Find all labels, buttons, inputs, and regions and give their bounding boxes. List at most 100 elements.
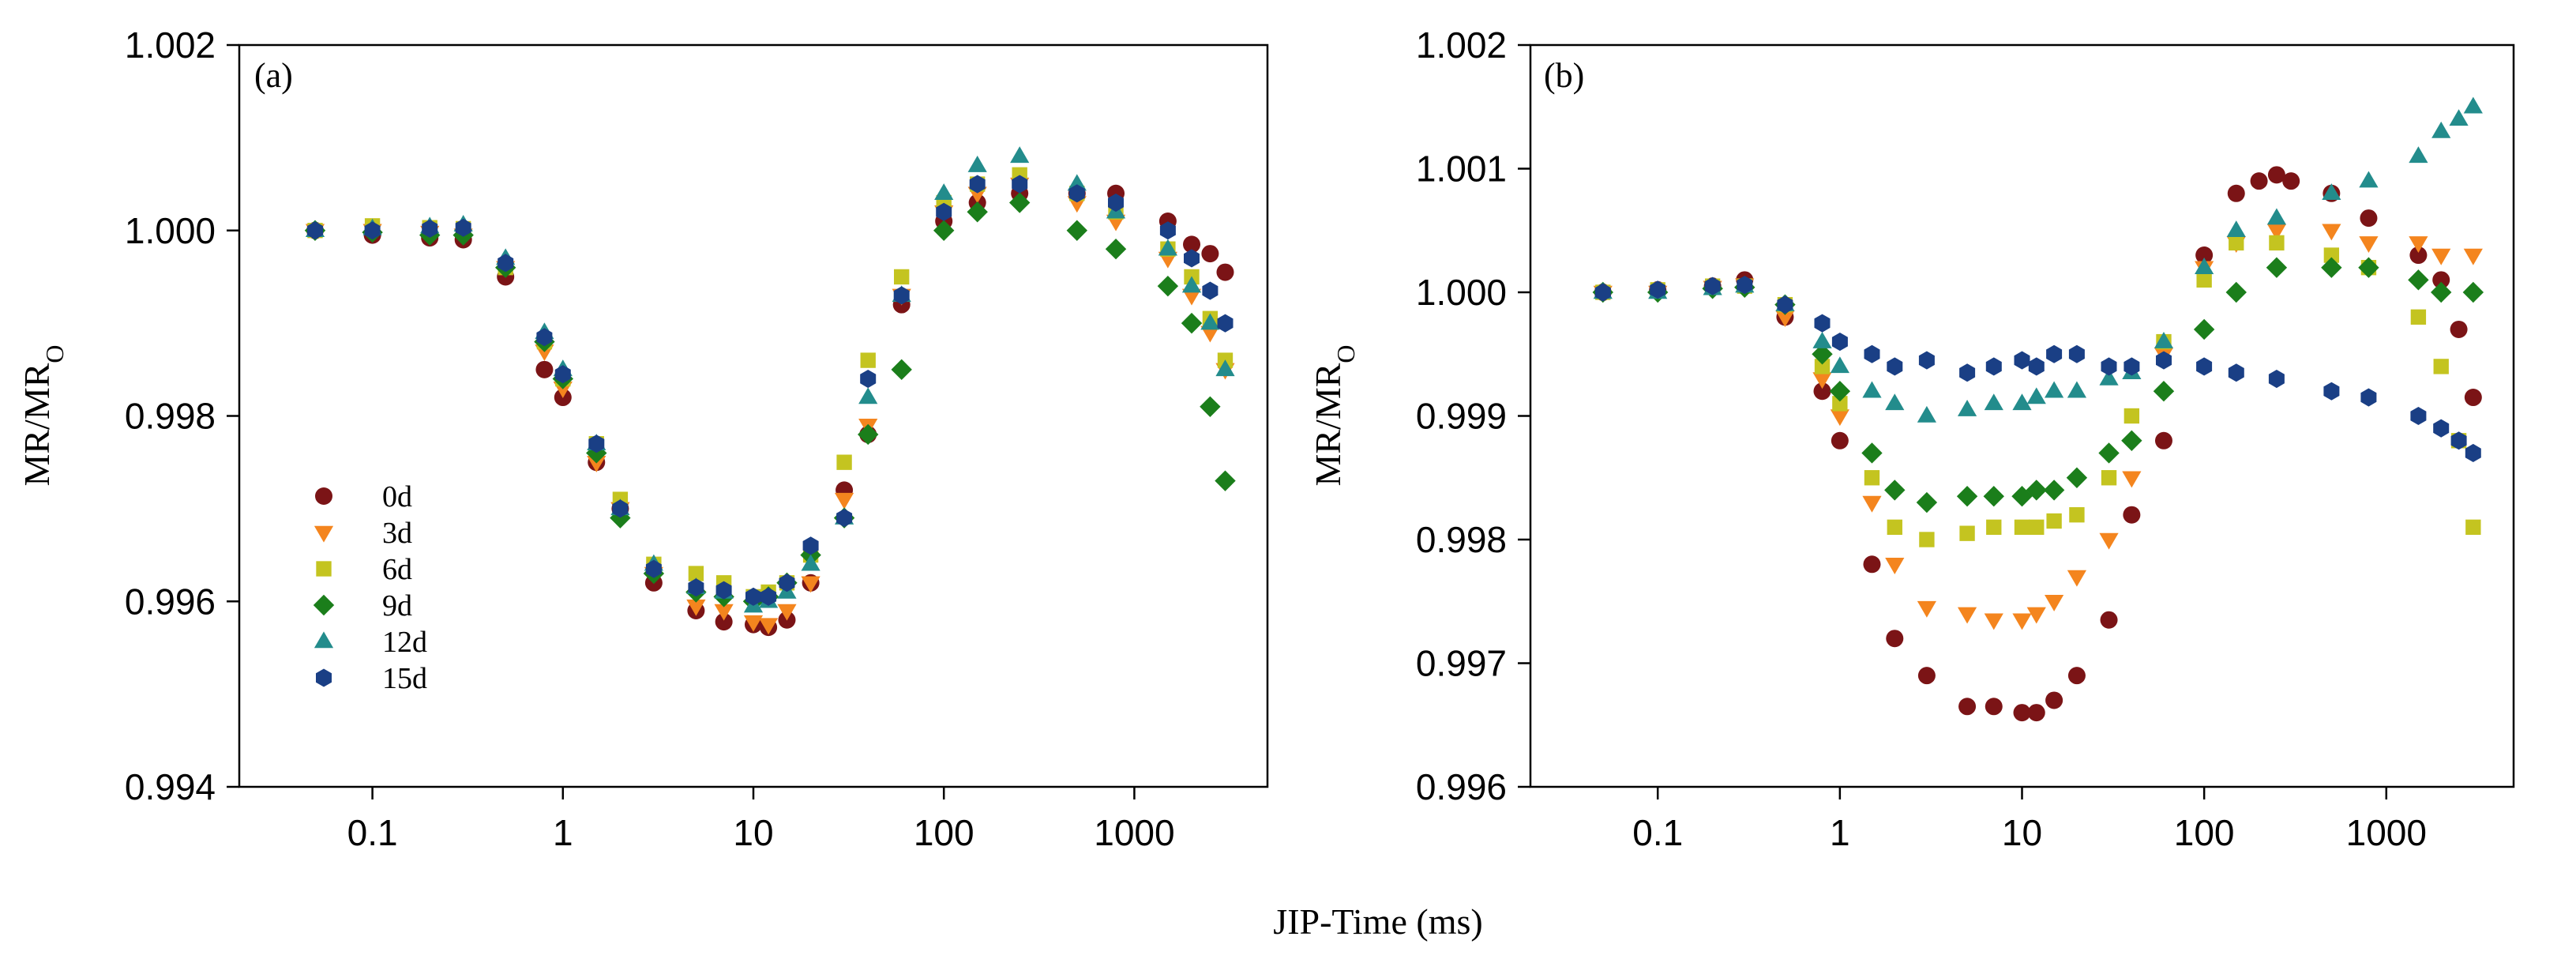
panel-b-point-15d	[1814, 314, 1831, 333]
panel-b-marks	[1592, 96, 2484, 722]
panel-b-plot-frame	[1529, 43, 2515, 788]
panel-a-point-3d	[777, 604, 797, 621]
panel-a-series-9d	[304, 192, 1236, 612]
panel-b-point-12d	[2195, 258, 2214, 274]
panel-a-point-12d	[1010, 146, 1030, 164]
panel-b-point-15d	[1737, 276, 1753, 295]
panel-b-point-6d	[1814, 359, 1831, 374]
panel-a-y-tick-label: 0.996	[125, 581, 216, 622]
panel-a-point-15d	[688, 578, 704, 597]
panel-b-point-12d	[2067, 381, 2087, 398]
panel-b-point-0d	[1831, 431, 1849, 450]
panel-a-point-15d	[969, 175, 986, 194]
panel-b-point-0d	[2282, 172, 2300, 190]
panel-b-point-15d	[1831, 333, 1848, 352]
panel-b-point-15d	[1959, 363, 1976, 382]
panel-b-x-ticks: 0.1 1 10 100 1000	[1632, 787, 2427, 853]
panel-b-point-3d	[1812, 372, 1832, 389]
panel-a-point-6d	[894, 269, 910, 285]
panel-a-series-12d	[305, 146, 1235, 613]
panel-a-marks	[304, 146, 1236, 637]
panel-b-point-12d	[1830, 356, 1849, 374]
panel-a-point-9d	[858, 423, 879, 446]
panel-b-point-15d	[1594, 283, 1611, 302]
panel-b-point-6d	[1887, 519, 1902, 536]
panel-b-point-3d	[2359, 236, 2379, 254]
panel-a-point-0d	[1183, 235, 1201, 254]
panel-b-series-15d	[1594, 276, 2481, 462]
panel-b-point-0d	[1813, 382, 1831, 401]
panel-b-point-0d	[2227, 184, 2245, 202]
panel-a-point-15d	[860, 370, 877, 389]
panel-b-point-15d	[2101, 357, 2117, 376]
panel-b-point-6d	[1864, 470, 1880, 486]
panel-b-point-12d	[2463, 96, 2483, 114]
panel-a-point-3d	[686, 599, 706, 616]
panel-b-point-0d	[2432, 271, 2450, 289]
panel-b-point-3d	[2026, 607, 2046, 624]
panel-a-point-0d	[1201, 245, 1219, 263]
panel-b-point-15d	[1777, 295, 1793, 314]
panel-a-legend-marker-6d	[316, 561, 332, 577]
panel-a-point-9d	[891, 359, 912, 381]
panel-b-point-15d	[1650, 280, 1666, 299]
panel-b-x-tick-label: 1000	[2346, 812, 2427, 853]
panel-b-point-3d	[2045, 595, 2064, 611]
panel-b-point-6d	[2029, 519, 2045, 536]
panel-a-point-15d	[307, 221, 323, 240]
panel-b-point-15d	[2028, 357, 2045, 376]
panel-b-y-tick-label: 0.998	[1416, 519, 1507, 560]
panel-a-legend-label-15d: 15d	[382, 662, 427, 695]
panel-a-point-12d	[1215, 359, 1235, 377]
panel-a-point-9d	[1157, 275, 1179, 297]
panel-a-x-tick-label: 100	[914, 812, 974, 853]
panel-b-point-12d	[1885, 393, 1905, 411]
panel-a-point-0d	[1216, 263, 1234, 281]
panel-b-point-15d	[2323, 382, 2340, 401]
panel-b-point-15d	[2196, 357, 2213, 376]
panel-a-point-15d	[1184, 249, 1200, 268]
panel-b-x-tick-label: 1	[1830, 812, 1850, 853]
panel-a-y-tick-label: 1.002	[125, 24, 216, 66]
panel-a-point-12d	[1067, 174, 1087, 191]
panel-b-point-9d	[2121, 430, 2142, 451]
panel-b-point-6d	[2124, 408, 2140, 424]
panel-b-point-12d	[2226, 220, 2246, 237]
panel-b-point-3d	[1917, 600, 1937, 618]
panel-a-point-15d	[1217, 314, 1234, 333]
panel-b-point-3d	[2266, 224, 2287, 241]
panel-a-point-9d	[933, 220, 955, 241]
panel-a-point-12d	[1181, 276, 1202, 293]
panel-b-y-tick-label: 1.001	[1416, 149, 1507, 190]
panel-a-point-15d	[760, 587, 777, 606]
panel-b-point-15d	[1704, 276, 1721, 295]
panel-a-point-6d	[688, 566, 704, 581]
panel-b-point-15d	[2465, 443, 2481, 462]
panel-b-point-9d	[2043, 480, 2065, 501]
panel-b-point-0d	[1886, 630, 1904, 648]
panel-a-point-12d	[1200, 313, 1220, 330]
panel-b-series-0d	[1594, 166, 2482, 722]
panel-b-point-6d	[1986, 519, 2002, 536]
panel-a-legend-marker-9d	[313, 594, 335, 616]
panel-b-x-tick-label: 0.1	[1632, 812, 1683, 853]
panel-a-legend-label-0d: 0d	[382, 480, 412, 513]
panel-a-series-3d	[305, 177, 1235, 635]
panel-a-x-tick-label: 1000	[1094, 812, 1174, 853]
panel-a-point-15d	[893, 286, 910, 305]
panel-b-point-15d	[2268, 370, 2285, 389]
panel-a-point-3d	[758, 618, 779, 635]
panel-a-legend-marker-12d	[314, 631, 334, 649]
panel-b-point-9d	[2462, 281, 2484, 303]
panel-b-point-0d	[2267, 166, 2285, 184]
panel-b-point-0d	[2045, 691, 2063, 709]
panel-b-point-6d	[1832, 396, 1848, 412]
panel-b-point-12d	[1957, 400, 1977, 416]
panel-b-point-3d	[2322, 224, 2341, 241]
panel-a-point-0d	[535, 360, 554, 378]
panel-b-point-15d	[2433, 419, 2450, 438]
panel-b-point-9d	[2321, 257, 2342, 278]
